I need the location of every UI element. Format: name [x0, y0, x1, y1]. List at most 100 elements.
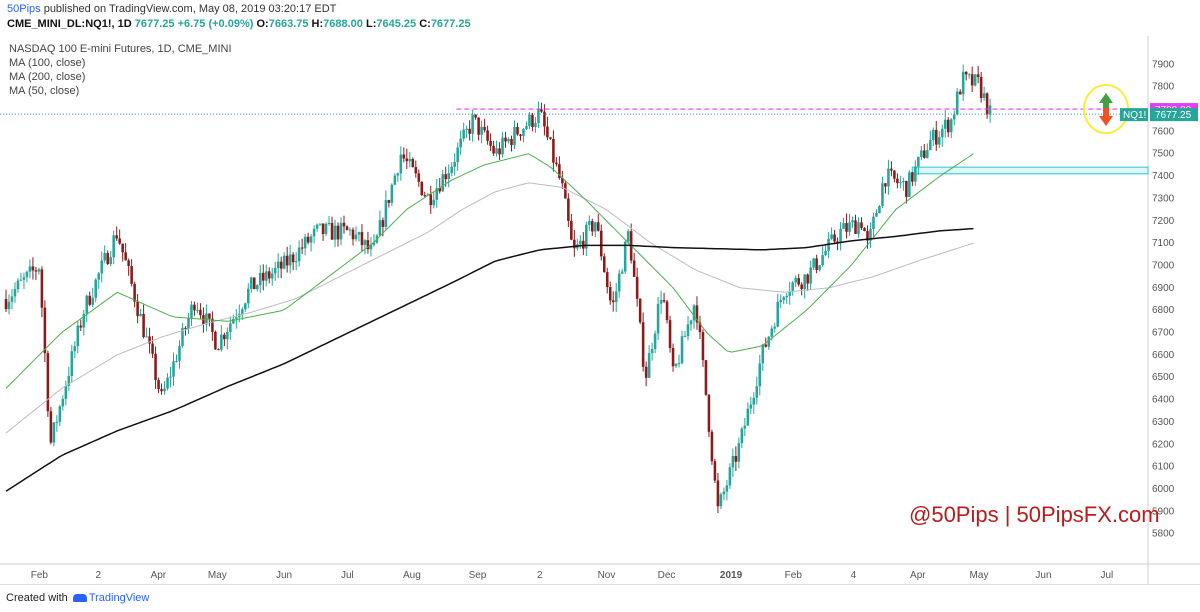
candle-body — [321, 223, 325, 235]
candle-body — [525, 126, 528, 130]
candle-body — [845, 223, 848, 232]
candle-body — [357, 232, 361, 235]
candle-body — [543, 111, 546, 127]
candle-body — [226, 331, 229, 340]
price-chart[interactable]: 7900780077007600750074007300720071007000… — [0, 36, 1200, 584]
price-axis[interactable]: 7900780077007600750074007300720071007000… — [1120, 59, 1198, 540]
candle-body — [608, 287, 612, 301]
candle-body — [175, 360, 178, 362]
chart-title: NASDAQ 100 E-mini Futures, 1D, CME_MINI — [9, 43, 232, 55]
candle-body — [390, 184, 394, 203]
price-tick-label: 7600 — [1152, 126, 1175, 137]
candle-body — [979, 77, 983, 98]
candle-body — [312, 228, 316, 237]
candle-body — [982, 93, 986, 98]
candle-body — [372, 242, 376, 245]
price-tick-label: 6600 — [1152, 350, 1175, 361]
candle-body — [172, 361, 175, 377]
candle-body — [656, 303, 660, 334]
candle-body — [902, 181, 905, 183]
candle-body — [662, 300, 666, 302]
candle-body — [567, 198, 570, 221]
candle-body — [94, 279, 98, 298]
candle-body — [740, 428, 744, 444]
candle-body — [908, 172, 911, 197]
candle-body — [923, 150, 926, 158]
candle-body — [76, 325, 80, 347]
candle-body — [818, 265, 821, 270]
author-link[interactable]: 50Pips — [7, 3, 41, 15]
candle-body — [698, 322, 702, 333]
candle-body — [833, 234, 836, 242]
candle-body — [199, 309, 202, 316]
candle-body — [964, 71, 968, 75]
chart-legend: NASDAQ 100 E-mini Futures, 1D, CME_MINI … — [9, 43, 232, 97]
candle-body — [486, 130, 489, 141]
candle-body — [330, 222, 334, 240]
candle-body — [73, 346, 77, 352]
candle-body — [973, 74, 977, 86]
candle-body — [857, 222, 860, 234]
candle-body — [339, 222, 343, 240]
publish-info: 50Pips published on TradingView.com, May… — [7, 3, 336, 15]
candle-body — [680, 336, 684, 364]
candle-body — [791, 282, 794, 292]
candle-body — [354, 234, 358, 240]
candle-body — [540, 109, 543, 112]
candle-body — [208, 313, 211, 319]
candle-body — [593, 222, 597, 232]
candle-body — [229, 323, 232, 332]
candle-body — [534, 123, 537, 127]
price-tick-label: 7800 — [1152, 82, 1175, 93]
candle-body — [351, 229, 355, 240]
candle-body — [800, 284, 803, 290]
time-tick-label: 2 — [537, 570, 543, 581]
candle-body — [872, 216, 875, 229]
candle-body — [151, 343, 154, 354]
candle-body — [812, 258, 815, 268]
candle-body — [561, 177, 564, 184]
candle-body — [82, 313, 86, 328]
candle-body — [737, 443, 741, 462]
candle-body — [258, 272, 262, 286]
candle-body — [788, 291, 791, 296]
candle-body — [650, 349, 654, 354]
candle-body — [881, 183, 884, 207]
candle-body — [139, 313, 142, 317]
candle-body — [7, 301, 11, 310]
candle-body — [836, 241, 839, 243]
candle-body — [456, 147, 459, 163]
down-arrow-icon — [1099, 108, 1113, 127]
ohlc-line: CME_MINI_DL:NQ1!, 1D 7677.25 +6.75 (+0.0… — [7, 18, 471, 30]
candle-body — [552, 138, 555, 163]
candle-body — [710, 431, 714, 462]
candle-body — [905, 181, 908, 197]
tradingview-link[interactable]: TradingView — [88, 592, 150, 604]
candle-body — [728, 467, 732, 486]
candle-body — [205, 313, 208, 325]
candle-body — [52, 422, 56, 443]
time-axis[interactable]: Feb 2 Apr May Jun Jul Aug Sep 2 Nov Dec 2019 Feb 4 Apr… — [31, 570, 1114, 581]
candle-body — [402, 154, 406, 159]
candle-body — [378, 220, 382, 236]
price-tick-label: 6300 — [1152, 417, 1175, 428]
candle-body — [261, 272, 265, 281]
footer: Created with TradingView — [0, 584, 1200, 612]
candle-body — [124, 252, 127, 261]
candle-body — [498, 148, 501, 155]
candle-body — [761, 344, 765, 364]
price-tick-label: 7100 — [1152, 238, 1175, 249]
high-label: H: — [311, 18, 324, 30]
candle-body — [217, 349, 220, 351]
candle-body — [220, 334, 223, 350]
candle-body — [46, 353, 50, 412]
candle-body — [683, 336, 687, 338]
candle-body — [896, 178, 899, 184]
candle-body — [623, 241, 627, 272]
candle-body — [309, 236, 313, 243]
price-tick-label: 7300 — [1152, 193, 1175, 204]
low-value: 7645.25 — [376, 18, 417, 30]
candle-body — [19, 279, 23, 281]
candle-body — [273, 268, 277, 274]
candle-body — [573, 239, 576, 249]
